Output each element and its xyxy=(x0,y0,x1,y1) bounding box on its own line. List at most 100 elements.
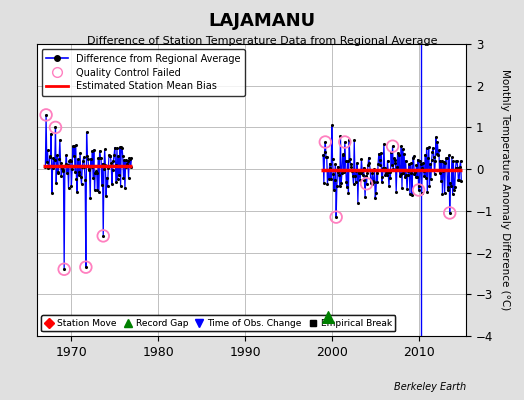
Point xyxy=(399,170,408,177)
Point xyxy=(74,156,82,162)
Point xyxy=(101,162,110,169)
Point xyxy=(422,145,431,151)
Point xyxy=(332,214,341,220)
Point xyxy=(340,168,348,175)
Point xyxy=(390,157,399,164)
Point xyxy=(122,164,130,170)
Point xyxy=(323,154,331,161)
Point xyxy=(103,174,111,181)
Point xyxy=(422,175,430,182)
Point xyxy=(387,149,395,155)
Point xyxy=(58,165,66,171)
Point xyxy=(394,167,402,173)
Point xyxy=(450,187,458,193)
Point xyxy=(359,171,367,178)
Point xyxy=(339,151,347,158)
Point xyxy=(370,166,379,173)
Point xyxy=(366,166,374,173)
Point xyxy=(335,182,344,189)
Point xyxy=(64,185,73,191)
Point xyxy=(97,182,106,189)
Point xyxy=(80,164,89,170)
Point xyxy=(88,164,96,170)
Point xyxy=(82,129,91,136)
Point xyxy=(402,172,410,178)
Point xyxy=(321,139,330,145)
Point xyxy=(42,112,50,118)
Point xyxy=(365,160,374,166)
Point xyxy=(78,164,86,170)
Point xyxy=(90,187,99,193)
Point xyxy=(356,177,364,183)
Point xyxy=(48,164,57,171)
Point xyxy=(49,155,58,161)
Point xyxy=(112,178,121,185)
Point xyxy=(333,164,342,170)
Point xyxy=(380,141,388,147)
Point xyxy=(361,194,369,200)
Point xyxy=(121,185,129,191)
Point xyxy=(390,155,398,162)
Point xyxy=(51,124,60,131)
Point xyxy=(403,172,412,178)
Point xyxy=(356,170,365,176)
Point xyxy=(108,180,116,187)
Point xyxy=(82,264,90,270)
Point xyxy=(362,180,370,187)
Point xyxy=(85,166,94,172)
Point xyxy=(97,155,105,161)
Point xyxy=(75,168,83,175)
Point xyxy=(106,153,115,160)
Point xyxy=(84,156,92,162)
Point xyxy=(346,156,354,162)
Point xyxy=(421,152,429,158)
Point xyxy=(88,148,96,154)
Point xyxy=(358,168,366,174)
Point xyxy=(377,179,386,186)
Point xyxy=(108,167,117,173)
Point xyxy=(400,150,408,157)
Point xyxy=(419,160,427,166)
Point xyxy=(57,173,66,179)
Point xyxy=(118,153,127,159)
Point xyxy=(104,165,113,172)
Point xyxy=(87,155,95,162)
Point xyxy=(320,180,328,186)
Point xyxy=(324,167,332,173)
Point xyxy=(69,143,77,149)
Point xyxy=(113,145,121,152)
Point xyxy=(46,154,54,160)
Point xyxy=(100,166,108,172)
Point xyxy=(119,174,128,181)
Point xyxy=(328,122,336,128)
Point xyxy=(447,154,456,160)
Point xyxy=(359,165,368,171)
Point xyxy=(70,143,79,149)
Point xyxy=(325,176,333,182)
Point xyxy=(457,178,465,184)
Point xyxy=(42,159,51,166)
Point xyxy=(369,179,378,185)
Point xyxy=(429,144,437,151)
Point xyxy=(62,152,71,158)
Point xyxy=(430,171,439,177)
Point xyxy=(68,166,77,172)
Point xyxy=(388,143,397,149)
Point xyxy=(78,180,86,187)
Point xyxy=(449,158,457,164)
Point xyxy=(92,168,100,175)
Point xyxy=(116,183,125,189)
Point xyxy=(350,137,358,144)
Point xyxy=(375,150,383,157)
Point xyxy=(114,153,123,160)
Point xyxy=(61,161,70,168)
Point xyxy=(43,147,52,154)
Point xyxy=(445,210,454,216)
Point xyxy=(453,164,462,171)
Point xyxy=(446,179,455,186)
Point xyxy=(330,186,338,193)
Point xyxy=(348,173,357,179)
Point xyxy=(373,179,381,185)
Point xyxy=(102,193,111,200)
Point xyxy=(385,183,393,190)
